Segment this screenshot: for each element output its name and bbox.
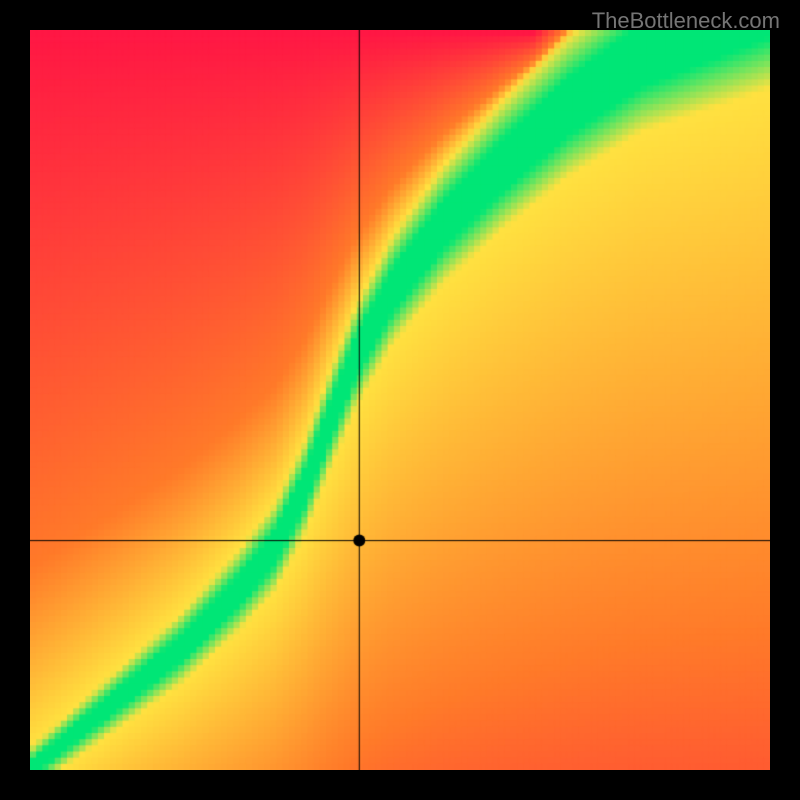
watermark-text: TheBottleneck.com bbox=[592, 8, 780, 34]
bottleneck-heatmap bbox=[30, 30, 770, 770]
